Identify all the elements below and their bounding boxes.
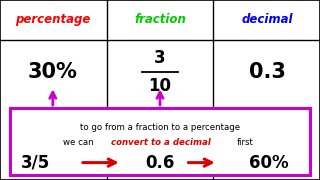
Text: 60%: 60%	[249, 154, 289, 172]
Text: we can: we can	[63, 138, 94, 147]
Text: we can  convert to a decimal  first: we can convert to a decimal first	[86, 138, 234, 147]
Text: to go from a fraction to a percentage: to go from a fraction to a percentage	[80, 123, 240, 132]
Text: fraction: fraction	[134, 13, 186, 26]
FancyBboxPatch shape	[10, 108, 310, 175]
Text: decimal: decimal	[242, 13, 293, 26]
Text: 10: 10	[148, 77, 172, 95]
Text: first: first	[237, 138, 253, 147]
Text: 3: 3	[154, 49, 166, 67]
Text: percentage: percentage	[15, 13, 91, 26]
Text: convert to a decimal: convert to a decimal	[111, 138, 211, 147]
Text: 0.6: 0.6	[145, 154, 175, 172]
Text: 0.3: 0.3	[249, 62, 286, 82]
Text: 3/5: 3/5	[20, 154, 50, 172]
Text: 30%: 30%	[28, 62, 78, 82]
